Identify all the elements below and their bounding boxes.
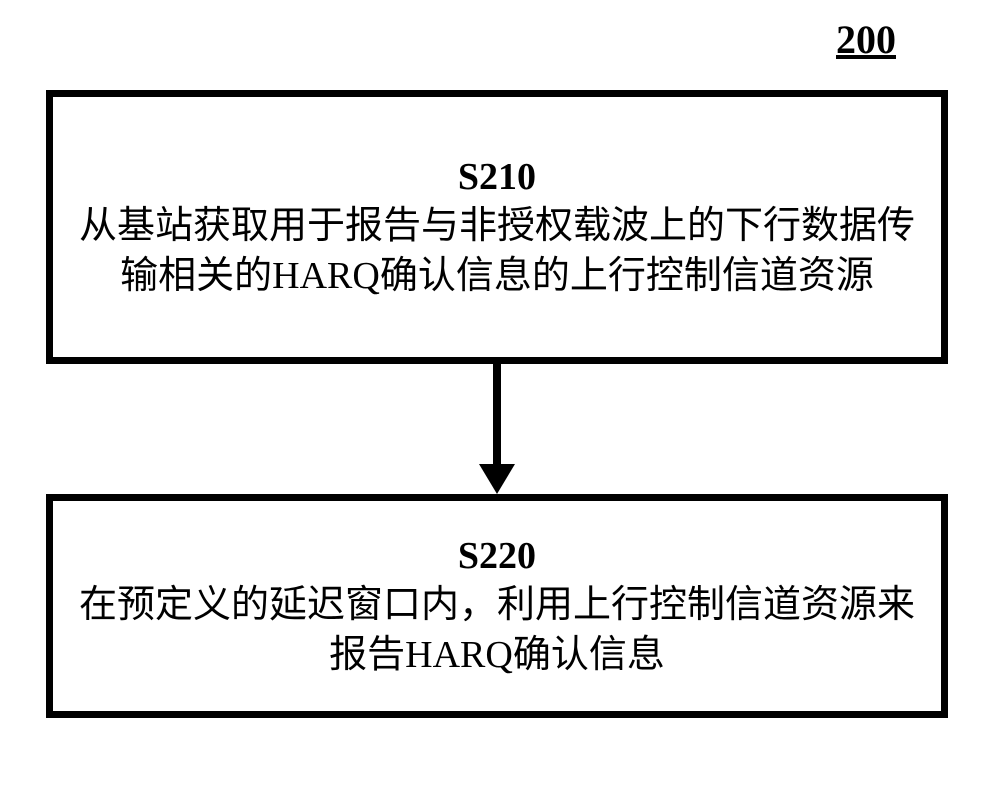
- flow-node-s220: S220 在预定义的延迟窗口内，利用上行控制信道资源来报告HARQ确认信息: [46, 494, 948, 718]
- flow-node-s210-text: 从基站获取用于报告与非授权载波上的下行数据传输相关的HARQ确认信息的上行控制信…: [77, 202, 917, 301]
- flow-node-s210-id: S210: [458, 153, 536, 202]
- flow-edge-s210-s220: [461, 364, 533, 494]
- flow-node-s220-id: S220: [458, 532, 536, 581]
- flow-node-s210: S210 从基站获取用于报告与非授权载波上的下行数据传输相关的HARQ确认信息的…: [46, 90, 948, 364]
- flow-node-s220-text: 在预定义的延迟窗口内，利用上行控制信道资源来报告HARQ确认信息: [77, 581, 917, 680]
- figure-number: 200: [836, 16, 896, 63]
- flowchart-canvas: 200 S210 从基站获取用于报告与非授权载波上的下行数据传输相关的HARQ确…: [0, 0, 990, 799]
- arrow-head-icon: [479, 464, 515, 494]
